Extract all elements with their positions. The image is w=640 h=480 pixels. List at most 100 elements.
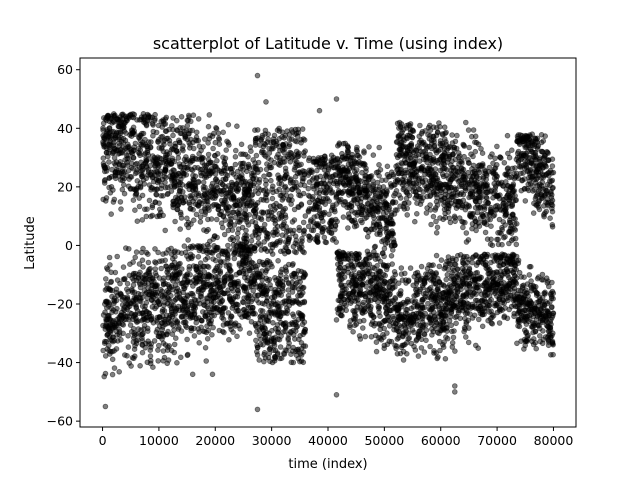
data-point [204,198,211,205]
data-point [200,309,206,315]
data-point [369,283,375,290]
data-point [272,309,279,316]
data-point [159,133,166,140]
data-point [135,149,142,156]
data-point [417,122,423,129]
data-point [264,257,271,264]
data-point [291,248,298,255]
data-point [156,342,162,349]
data-point [239,160,246,167]
data-point [178,313,185,320]
data-point [209,331,215,338]
data-point [294,346,300,353]
data-point [274,127,281,133]
data-point [337,305,344,312]
data-point [427,158,434,164]
data-point [248,148,254,155]
data-point [226,262,233,269]
data-point [285,279,292,286]
data-point [226,189,232,196]
data-point [126,112,132,119]
data-point [328,223,335,230]
data-point [145,172,151,178]
data-point [190,112,197,118]
data-point [209,160,215,166]
data-point [411,147,418,153]
data-point [109,356,116,363]
data-point [196,151,202,157]
data-point [117,146,124,153]
data-point [234,333,240,340]
data-point [282,239,289,245]
data-point [268,335,275,342]
data-point [262,269,269,275]
data-point [225,121,232,128]
data-point [430,213,437,220]
data-point [502,211,509,218]
data-point [255,292,262,299]
data-point [145,251,151,258]
data-point [427,180,434,186]
data-point [184,272,190,278]
data-point [364,261,371,268]
data-point [214,245,220,251]
data-point [178,114,185,120]
data-point [122,157,128,163]
data-point [451,146,458,153]
data-point [147,144,154,151]
data-point [107,190,114,196]
data-point [442,165,448,172]
data-point [140,115,147,121]
data-point [193,211,200,218]
data-point [211,201,217,208]
data-point [459,165,465,172]
data-point [253,152,260,159]
data-point [488,209,495,215]
data-point [227,281,234,288]
data-point [112,175,119,182]
data-point [101,340,108,347]
data-point [107,262,113,268]
data-point [106,125,113,131]
data-point [363,188,370,195]
data-point [109,309,115,316]
data-point [170,132,176,139]
data-point [133,294,139,301]
data-point [148,357,154,364]
data-point [140,245,146,252]
data-point [375,219,382,225]
data-point [318,180,325,187]
data-point [100,139,106,145]
data-point [158,185,164,192]
data-point [367,308,373,315]
data-point [217,306,224,313]
data-point [509,165,516,172]
data-point [156,275,163,281]
data-point [273,240,279,247]
data-point [365,288,371,295]
data-point [381,245,388,252]
data-point [418,130,425,137]
data-point [190,172,196,179]
data-point [406,145,413,152]
data-point [335,190,342,196]
data-point [256,357,263,363]
data-point [394,177,401,184]
data-point [267,346,273,352]
data-point [388,253,395,259]
data-point [245,191,252,198]
data-point [164,295,171,301]
data-point [380,334,387,341]
data-point [150,128,157,135]
data-point [145,338,151,345]
data-point [184,215,190,222]
data-point [439,132,446,138]
data-point [215,130,222,137]
data-point [234,168,241,175]
data-point [174,318,181,325]
data-point [115,151,122,157]
data-point [222,217,229,223]
data-point [111,196,118,203]
data-point [352,312,359,319]
data-point [244,302,251,308]
